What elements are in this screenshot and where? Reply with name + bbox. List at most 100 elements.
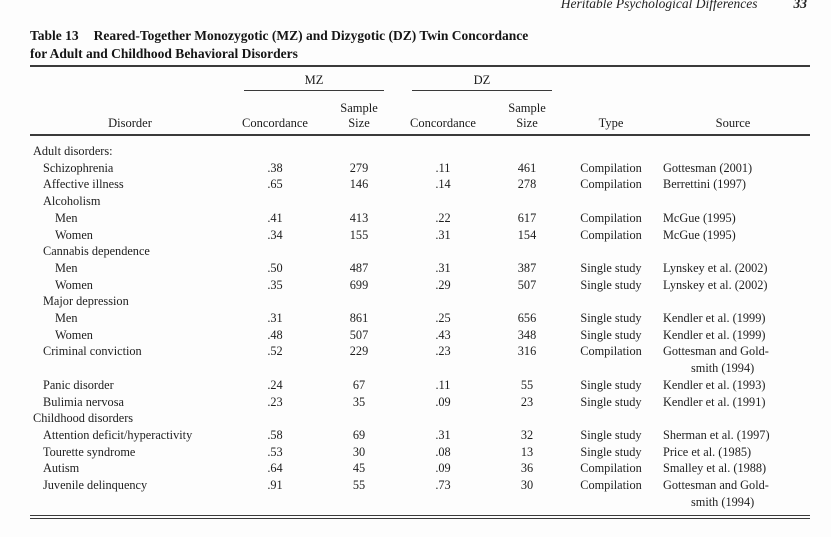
mz-concordance-cell: .58 <box>267 427 283 442</box>
sample-word: Sample <box>340 101 378 115</box>
source-cell: Gottesman and Gold- smith (1994) <box>656 477 810 510</box>
type-cell <box>566 410 656 427</box>
disorder-cell: Men <box>55 260 78 275</box>
column-header-dz-sample-size: Sample Size <box>488 101 566 130</box>
table-row: Panic disorder .24 67 .11 55 Single stud… <box>30 377 810 394</box>
mz-concordance-cell: .65 <box>267 177 283 192</box>
disorder-cell: Autism <box>43 461 80 476</box>
type-cell: Single study <box>580 427 642 442</box>
table-row: Alcoholism <box>30 193 810 210</box>
source-line1: Price et al. (1985) <box>663 444 752 459</box>
source-cell <box>656 293 810 310</box>
dz-sample-size-cell <box>488 293 566 310</box>
source-line1: Kendler et al. (1993) <box>663 377 766 392</box>
type-cell: Compilation <box>580 344 642 359</box>
dz-concordance-cell: .11 <box>435 377 451 392</box>
table-row: Affective illness .65 146 .14 278 Compil… <box>30 176 810 193</box>
size-word: Size <box>348 115 370 130</box>
source-line1: Sherman et al. (1997) <box>663 427 770 442</box>
disorder-cell: Attention deficit/hyperactivity <box>43 427 193 442</box>
disorder-cell: Men <box>55 311 78 326</box>
source-line2: smith (1994) <box>691 361 755 376</box>
dz-concordance-cell: .14 <box>435 177 451 192</box>
table-row: Men .41 413 .22 617 Compilation McGue (1… <box>30 210 810 227</box>
disorder-cell: Bulimia nervosa <box>43 394 124 409</box>
table-header-rule <box>30 134 810 136</box>
source-line1: Gottesman and Gold- <box>663 478 769 493</box>
mz-sample-size-cell <box>320 143 398 160</box>
type-cell: Single study <box>580 394 642 409</box>
mz-sample-size-cell: 55 <box>352 478 366 493</box>
type-cell <box>566 243 656 260</box>
source-line1: McGue (1995) <box>663 227 736 242</box>
dz-sample-size-cell: 278 <box>517 177 537 192</box>
dz-concordance-cell: .31 <box>435 227 451 242</box>
sample-word: Sample <box>508 101 546 115</box>
source-cell: Smalley et al. (1988) <box>656 460 810 477</box>
disorder-cell: Tourette syndrome <box>43 444 136 459</box>
dz-sample-size-cell <box>488 143 566 160</box>
source-line2: smith (1994) <box>691 494 755 509</box>
disorder-cell: Childhood disorders <box>33 411 134 426</box>
table-caption-line1: Table 13 Reared-Together Monozygotic (MZ)… <box>30 27 670 45</box>
table-caption-title: Reared-Together Monozygotic (MZ) and Diz… <box>93 28 529 43</box>
source-line1: McGue (1995) <box>663 210 736 225</box>
table-top-rule <box>30 65 810 67</box>
mz-group-header: MZ <box>230 72 398 91</box>
mz-sample-size-cell: 146 <box>349 177 369 192</box>
column-header-mz-sample-size: Sample Size <box>320 101 398 130</box>
dz-group-label: DZ <box>473 73 491 87</box>
disorder-cell: Alcoholism <box>43 194 101 209</box>
dz-sample-size-cell <box>488 410 566 427</box>
dz-sample-size-cell: 13 <box>520 444 534 459</box>
column-header-type: Type <box>598 115 624 130</box>
disorder-cell: Cannabis dependence <box>43 244 150 259</box>
dz-sample-size-cell <box>488 193 566 210</box>
disorder-cell: Adult disorders: <box>33 144 113 158</box>
mz-concordance-cell: .34 <box>267 227 283 242</box>
mz-sample-size-cell: 69 <box>352 427 366 442</box>
table-row: Adult disorders: <box>30 143 810 160</box>
mz-concordance-cell: .35 <box>267 277 283 292</box>
source-cell <box>656 410 810 427</box>
table-row: Schizophrenia .38 279 .11 461 Compilatio… <box>30 160 810 177</box>
source-line1: Smalley et al. (1988) <box>663 461 767 476</box>
mz-concordance-cell: .24 <box>267 377 283 392</box>
dz-concordance-cell <box>398 193 488 210</box>
disorder-cell: Schizophrenia <box>43 160 114 175</box>
source-cell <box>656 143 810 160</box>
dz-sample-size-cell: 55 <box>520 377 534 392</box>
mz-sample-size-cell <box>320 193 398 210</box>
dz-concordance-cell <box>398 410 488 427</box>
type-cell: Single study <box>580 327 642 342</box>
dz-sample-size-cell: 32 <box>520 427 534 442</box>
source-cell: Berrettini (1997) <box>656 176 810 193</box>
table-row: Tourette syndrome .53 30 .08 13 Single s… <box>30 444 810 461</box>
column-header-dz-concordance: Concordance <box>410 115 476 130</box>
source-cell: Kendler et al. (1999) <box>656 327 810 344</box>
table-row: Attention deficit/hyperactivity .58 69 .… <box>30 427 810 444</box>
table-row: Men .50 487 .31 387 Single study Lynskey… <box>30 260 810 277</box>
mz-concordance-cell: .23 <box>267 394 283 409</box>
source-line1: Lynskey et al. (2002) <box>663 260 768 275</box>
type-cell: Compilation <box>580 177 642 192</box>
type-cell: Single study <box>580 311 642 326</box>
dz-sample-size-cell <box>488 243 566 260</box>
type-cell: Compilation <box>580 210 642 225</box>
dz-concordance-cell <box>398 243 488 260</box>
dz-sample-size-cell: 316 <box>517 344 537 359</box>
type-cell: Single study <box>580 277 642 292</box>
table-bottom-rule <box>30 515 810 519</box>
mz-sample-size-cell: 30 <box>352 444 366 459</box>
mz-sample-size-cell <box>320 293 398 310</box>
mz-concordance-cell <box>230 143 320 160</box>
dz-sample-size-cell: 617 <box>517 210 537 225</box>
mz-concordance-cell: .38 <box>267 160 283 175</box>
type-cell: Single study <box>580 260 642 275</box>
table-row: Childhood disorders <box>30 410 810 427</box>
mz-sample-size-cell: 45 <box>352 461 366 476</box>
mz-concordance-cell: .91 <box>267 478 283 493</box>
dz-sample-size-cell: 154 <box>517 227 537 242</box>
type-cell: Compilation <box>580 478 642 493</box>
